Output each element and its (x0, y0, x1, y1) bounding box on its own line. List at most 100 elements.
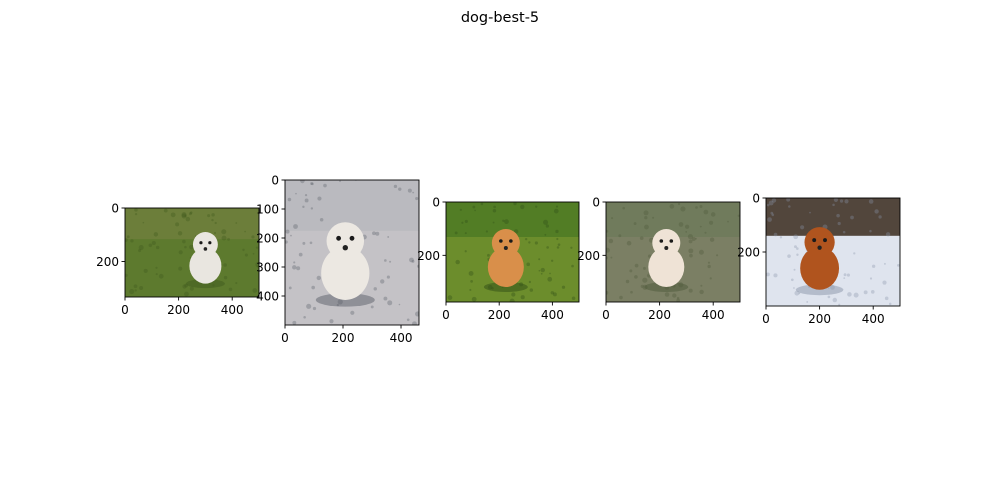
y-tick-label: 200 (96, 255, 119, 269)
dog-eye (208, 241, 212, 245)
photo-texture (255, 262, 259, 267)
photo-texture (767, 217, 772, 222)
photo-texture (871, 264, 876, 268)
image-panel-3: 0 200 400 0 200 (417, 196, 580, 322)
photo-texture (244, 230, 246, 233)
photo-texture (134, 208, 138, 212)
photo-texture (874, 209, 879, 214)
photo-texture (882, 280, 887, 285)
photo-texture (153, 232, 159, 237)
dog-body (648, 247, 685, 287)
photo-texture (474, 209, 476, 212)
photo-texture (552, 292, 557, 297)
photo-texture (292, 265, 297, 270)
photo-texture (387, 236, 390, 238)
photo-texture (207, 214, 211, 218)
photo-texture (148, 243, 153, 248)
photo-texture (625, 279, 630, 284)
axes-frame (124, 207, 260, 298)
photo-texture (543, 219, 549, 225)
photo-texture (213, 231, 217, 235)
photo-texture (853, 252, 856, 255)
photo-texture (293, 261, 296, 264)
photo-texture (626, 240, 632, 246)
dog-photo-1 (125, 208, 259, 297)
photo-texture (766, 203, 770, 207)
photo-texture (339, 180, 341, 183)
photo-texture (793, 268, 796, 271)
photo-texture (643, 210, 649, 216)
photo-texture (125, 238, 128, 242)
dog-head (804, 227, 835, 258)
photo-backdrop (285, 180, 419, 231)
photo-texture (642, 277, 648, 283)
photo-texture (737, 214, 740, 217)
photo-texture (511, 292, 516, 297)
photo-texture (836, 213, 840, 218)
photo-texture (223, 275, 228, 280)
photo-texture (688, 288, 693, 293)
photo-texture (606, 256, 608, 260)
photo-texture (629, 269, 633, 273)
photo-texture (556, 237, 559, 241)
photo-texture (464, 250, 467, 253)
photo-texture (869, 277, 873, 280)
photo-texture (528, 241, 531, 244)
photo-texture (302, 205, 305, 209)
photo-texture (878, 215, 882, 219)
photo-texture (407, 188, 412, 193)
axes-frame (605, 201, 741, 303)
photo-texture (884, 296, 889, 301)
photo-texture (556, 246, 560, 249)
photo-texture (189, 286, 194, 291)
photo-texture (492, 209, 497, 213)
photo-texture (622, 206, 626, 210)
photo-texture (633, 222, 637, 225)
image-panel-5: 0 200 400 0 200 (737, 192, 901, 326)
y-tick-label: 0 (752, 192, 760, 206)
photo-texture (652, 216, 655, 219)
dog-nose (503, 246, 508, 250)
x-tick-label: 400 (390, 331, 413, 345)
photo-texture (832, 297, 838, 303)
x-tick-label: 200 (167, 303, 190, 317)
photo-texture (883, 262, 886, 265)
photo-texture (384, 259, 387, 262)
photo-texture (244, 253, 248, 257)
y-tick-label: 0 (111, 202, 119, 216)
photo-texture (184, 215, 187, 217)
photo-texture (540, 272, 543, 275)
photo-texture (288, 286, 292, 290)
photo-texture (304, 194, 308, 197)
photo-texture (454, 231, 458, 235)
photo-texture (868, 199, 874, 204)
photo-texture (796, 247, 799, 250)
axes-frame (445, 201, 580, 303)
photo-texture (524, 237, 528, 241)
photo-texture (699, 289, 704, 295)
photo-texture (678, 222, 684, 227)
photo-texture (827, 295, 831, 299)
photo-texture (806, 301, 809, 303)
photo-texture (380, 279, 385, 284)
photo-texture (298, 252, 303, 257)
photo-texture (546, 246, 549, 249)
photo-texture (837, 221, 841, 226)
y-tick-label: 400 (256, 290, 279, 304)
photo-texture (287, 197, 292, 202)
photo-texture (549, 272, 551, 275)
photo-texture (285, 229, 290, 234)
photo-texture (311, 182, 314, 186)
x-tick-label: 200 (332, 331, 355, 345)
photo-texture (373, 287, 377, 291)
x-tick-label: 200 (648, 308, 671, 322)
photo-texture (393, 184, 398, 189)
photo-texture (139, 286, 144, 291)
photo-texture (853, 292, 859, 298)
photo-texture (468, 271, 474, 276)
photo-texture (786, 198, 791, 202)
x-tick-label: 0 (121, 303, 129, 317)
photo-texture (571, 264, 574, 268)
y-tick-label: 200 (256, 232, 279, 246)
y-tick-label: 0 (432, 196, 440, 210)
